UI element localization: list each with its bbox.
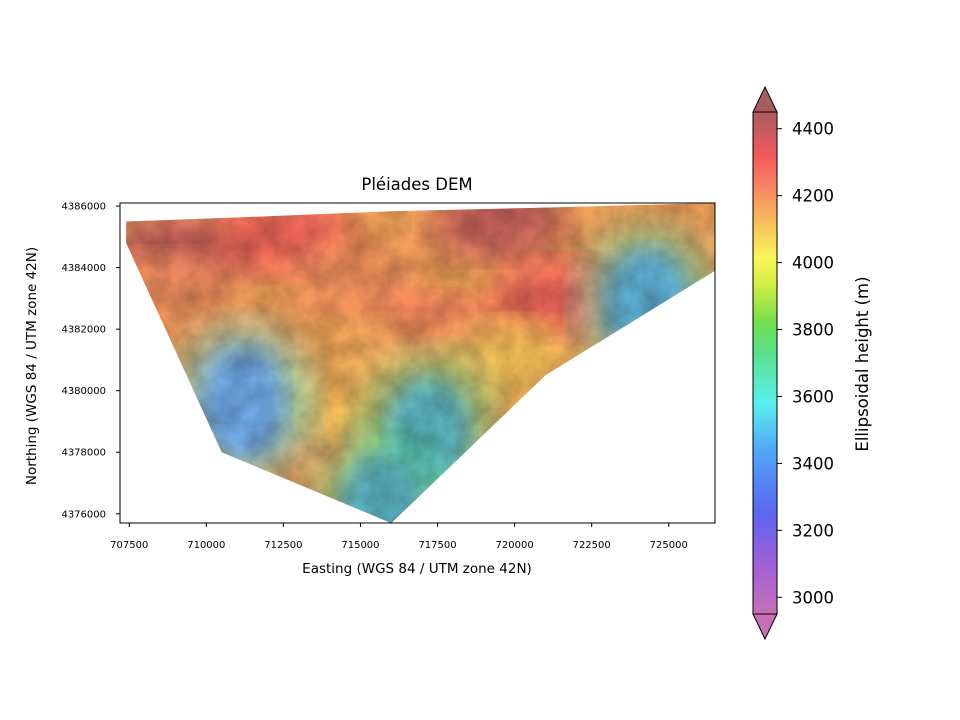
y-tick-label: 4380000 (61, 386, 106, 397)
chart-title: Pléiades DEM (361, 175, 472, 194)
x-tick-label: 712500 (264, 540, 302, 551)
colorbar-tick-label: 4000 (792, 254, 834, 273)
colorbar-tick-label: 4200 (792, 187, 834, 206)
x-tick-label: 710000 (187, 540, 225, 551)
colorbar-tick-label: 3400 (792, 454, 834, 473)
x-tick-label: 715000 (341, 540, 379, 551)
y-tick-label: 4384000 (61, 263, 106, 274)
colorbar-tick-label: 3200 (792, 521, 834, 540)
colorbar-label: Ellipsoidal height (m) (853, 276, 872, 451)
colorbar-tick-label: 4400 (792, 120, 834, 139)
dem-image (126, 203, 715, 523)
colorbar-tick-label: 3800 (792, 321, 834, 340)
colorbar-tick-label: 3000 (792, 588, 834, 607)
x-tick-label: 722500 (573, 540, 611, 551)
y-tick-label: 4386000 (61, 202, 106, 213)
x-tick-label: 725000 (650, 540, 688, 551)
y-axis-ticks: 4376000 4378000 4380000 4382000 4384000 43860… (61, 202, 120, 520)
x-axis-label: Easting (WGS 84 / UTM zone 42N) (302, 561, 532, 577)
y-tick-label: 4376000 (61, 509, 106, 520)
axes-frame (119, 202, 716, 524)
plot-area (126, 203, 715, 523)
y-tick-label: 4382000 (61, 325, 106, 336)
x-tick-label: 720000 (496, 540, 534, 551)
colorbar-extend-max (752, 85, 778, 113)
dem-hillshade (126, 203, 715, 523)
x-tick-label: 707500 (110, 540, 148, 551)
colorbar-gradient (752, 111, 778, 615)
colorbar: 3000 3200 3400 3600 3800 4000 4200 4400 Ellipso… (752, 85, 872, 641)
y-tick-label: 4378000 (61, 448, 106, 459)
colorbar-ticks: 3000 3200 3400 3600 3800 4000 4200 4400 (777, 120, 834, 607)
colorbar-extend-min (752, 613, 778, 641)
x-axis-ticks: 707500 710000 712500 715000 717500 720000 7225… (110, 523, 688, 551)
colorbar-tick-label: 3600 (792, 387, 834, 406)
x-tick-label: 717500 (418, 540, 456, 551)
y-axis-label: Northing (WGS 84 / UTM zone 42N) (24, 247, 40, 485)
